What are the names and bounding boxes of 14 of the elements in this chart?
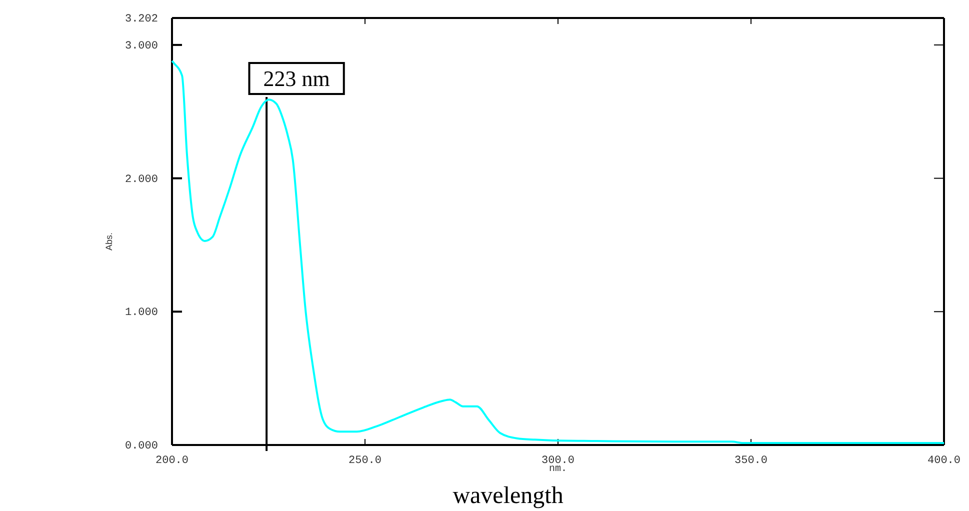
y-tick-label: 3.000 bbox=[124, 40, 158, 52]
x-axis-title: nm. bbox=[548, 464, 568, 475]
y-tick-label: 0.000 bbox=[124, 440, 158, 453]
x-tick-label: 200.0 bbox=[155, 454, 189, 467]
x-tick-label: 350.0 bbox=[734, 454, 768, 467]
y-tick-label: 3.202 bbox=[124, 14, 158, 26]
x-tick-label: 250.0 bbox=[348, 454, 382, 467]
ref-line-label: 223 nm bbox=[263, 66, 330, 91]
x-tick-label: 300.0 bbox=[541, 454, 575, 467]
y-tick-label: 1.000 bbox=[124, 307, 158, 320]
x-tick-label: 400.0 bbox=[927, 454, 961, 467]
text: wavelength bbox=[452, 483, 564, 509]
y-tick-label: 2.000 bbox=[124, 174, 158, 186]
y-axis-title: Abs. bbox=[104, 232, 114, 251]
